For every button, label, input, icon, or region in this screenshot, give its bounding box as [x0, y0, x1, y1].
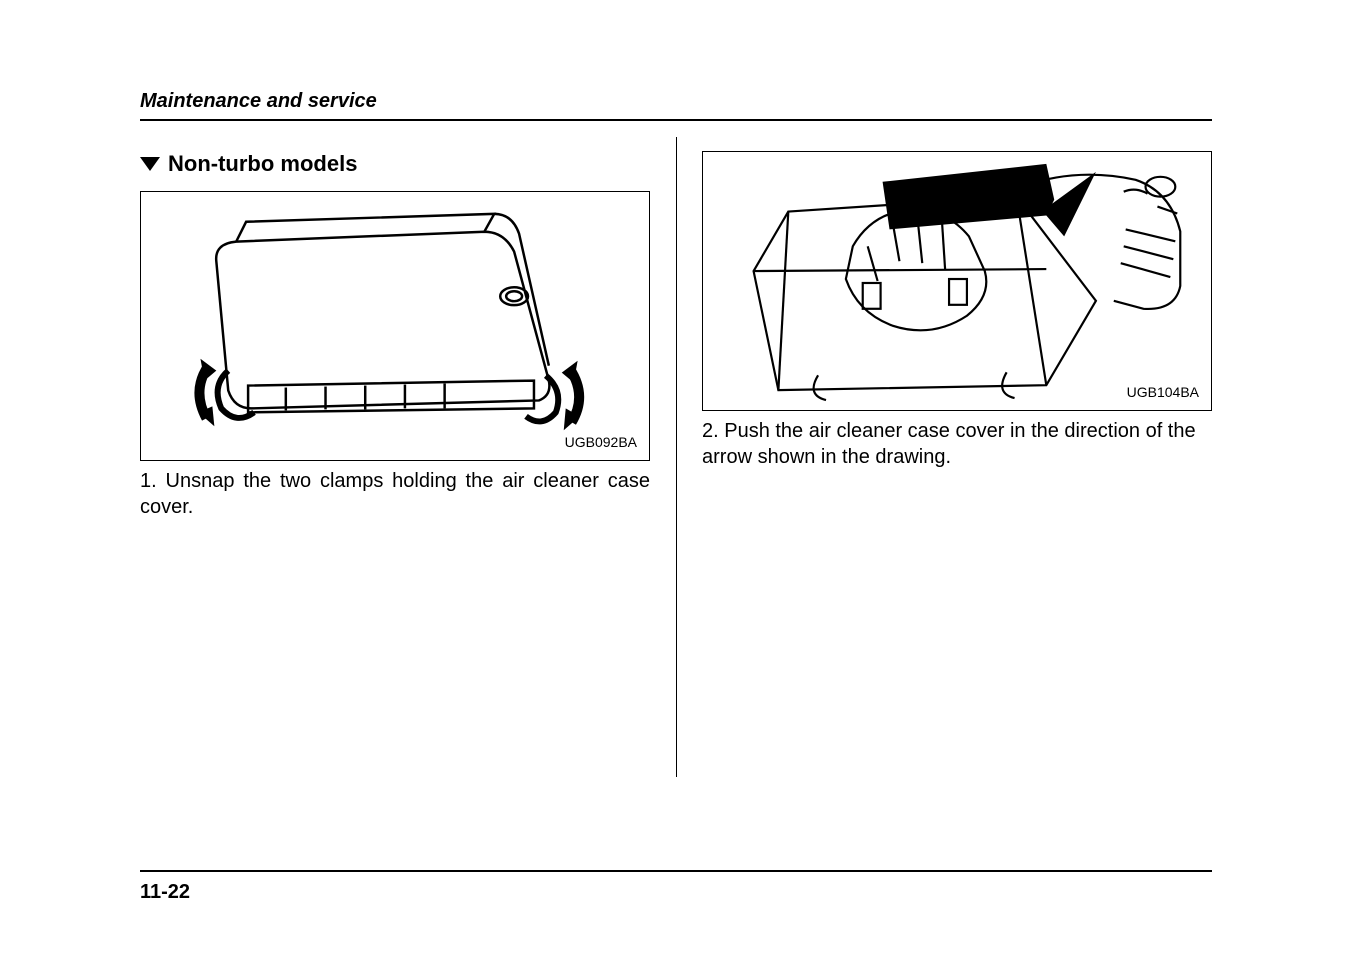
step-2-text: 2. Push the air cleaner case cover in th… [702, 419, 1212, 470]
figure-air-cleaner-clamps: UGB092BA [140, 191, 650, 461]
figure-code: UGB092BA [565, 434, 637, 450]
footer-rule [140, 870, 1212, 872]
manual-page: Maintenance and service Non-turbo models [0, 0, 1352, 954]
chapter-title: Maintenance and service [140, 90, 1212, 119]
push-cover-illustration-icon [703, 152, 1211, 410]
step-1-text: 1. Unsnap the two clamps holding the air… [140, 469, 650, 520]
page-header: Maintenance and service [140, 90, 1212, 121]
column-divider [676, 137, 677, 777]
right-column: UGB104BA 2. Push the air cleaner case co… [676, 151, 1212, 520]
subheading-row: Non-turbo models [140, 151, 650, 177]
content-area: Non-turbo models [140, 151, 1212, 520]
air-cleaner-illustration-icon [141, 192, 649, 460]
figure-code: UGB104BA [1127, 384, 1199, 400]
left-column: Non-turbo models [140, 151, 676, 520]
subheading-text: Non-turbo models [168, 151, 357, 177]
page-number: 11-22 [140, 881, 190, 904]
header-rule [140, 119, 1212, 121]
figure-push-cover: UGB104BA [702, 151, 1212, 411]
down-triangle-icon [140, 157, 160, 171]
